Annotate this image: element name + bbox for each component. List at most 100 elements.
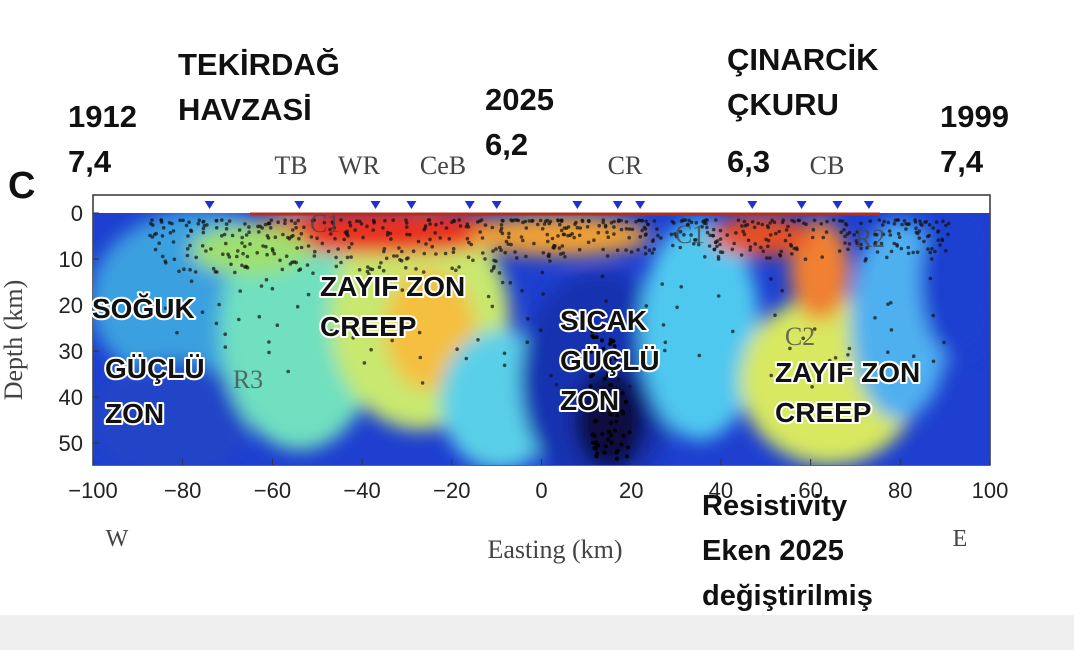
- seismic-dot: [238, 289, 242, 293]
- seismic-dot: [186, 234, 190, 238]
- seismic-dot: [404, 221, 409, 225]
- seismic-dot: [295, 246, 299, 250]
- seismic-dot: [278, 258, 282, 263]
- seismic-dot: [671, 243, 675, 248]
- seismic-dot: [572, 235, 576, 240]
- seismic-dot: [384, 256, 389, 261]
- seismic-dot: [904, 227, 908, 231]
- seismic-dot: [772, 220, 777, 224]
- seismic-dot: [601, 346, 606, 351]
- seismic-dot: [434, 252, 438, 256]
- overlay-label: SOĞUK: [92, 293, 195, 324]
- seismic-dot: [510, 219, 515, 223]
- seismic-dot: [627, 235, 631, 240]
- seismic-dot: [475, 220, 480, 224]
- seismic-dot: [214, 226, 219, 230]
- seismic-dot: [382, 249, 386, 254]
- seismic-dot: [643, 251, 648, 256]
- seismic-dot: [261, 244, 265, 248]
- seismic-dot: [498, 245, 502, 250]
- seismic-dot: [669, 232, 674, 237]
- seismic-dot: [295, 304, 300, 309]
- seismic-dot: [256, 224, 260, 229]
- seismic-dot: [447, 237, 452, 241]
- seismic-dot: [646, 222, 650, 227]
- seismic-dot: [406, 256, 410, 260]
- seismic-dot: [499, 248, 503, 252]
- seismic-dot: [790, 252, 794, 256]
- seismic-dot: [946, 221, 951, 226]
- seismic-dot: [608, 383, 613, 388]
- seismic-dot: [697, 353, 702, 358]
- stations: [204, 201, 874, 209]
- seismic-dot: [509, 242, 513, 247]
- seismic-dot: [886, 220, 891, 225]
- seismic-dot: [152, 232, 157, 237]
- annotation: 1999: [940, 99, 1009, 134]
- overlay-label: CREEP: [775, 397, 871, 428]
- seismic-dot: [294, 226, 298, 230]
- y-tick-label: 50: [59, 431, 83, 456]
- seismic-dot: [386, 230, 390, 235]
- field-patch: [790, 220, 850, 320]
- seismic-dot: [299, 245, 304, 250]
- seismic-dot: [404, 218, 408, 222]
- seismic-dot: [936, 230, 940, 234]
- seismic-dot: [400, 288, 405, 292]
- seismic-dot: [592, 434, 597, 438]
- seismic-dot: [588, 349, 593, 354]
- seismic-dot: [149, 221, 153, 226]
- seismic-dot: [855, 241, 859, 246]
- seismic-dot: [541, 292, 545, 296]
- seismic-dot: [711, 233, 715, 238]
- seismic-dot: [768, 233, 773, 237]
- seismic-dot: [224, 227, 229, 231]
- seismic-dot: [224, 241, 228, 246]
- seismic-dot: [886, 302, 890, 307]
- seismic-dot: [276, 220, 281, 224]
- seismic-dot: [244, 233, 249, 237]
- seismic-dot: [377, 265, 382, 270]
- seismic-dot: [578, 226, 583, 230]
- seismic-dot: [177, 269, 181, 274]
- seismic-dot: [704, 221, 708, 226]
- seismic-dot: [504, 239, 509, 244]
- seismic-dot: [616, 219, 621, 224]
- seismic-dot: [273, 235, 278, 239]
- seismic-dot: [689, 233, 693, 237]
- seismic-dot: [507, 231, 511, 236]
- seismic-dot: [355, 219, 359, 223]
- seismic-dot: [612, 225, 616, 229]
- seismic-dot: [367, 272, 371, 276]
- seismic-dot: [471, 258, 475, 263]
- seismic-dot: [500, 280, 505, 285]
- station-marker: [635, 201, 646, 209]
- seismic-dot: [900, 222, 904, 227]
- seismic-dot: [501, 219, 505, 223]
- seismic-dot: [275, 323, 280, 328]
- seismic-dot: [311, 271, 315, 276]
- x-tick-label: 60: [798, 478, 822, 503]
- seismic-dot: [391, 218, 396, 222]
- seismic-dot: [264, 244, 268, 249]
- station-label: TB: [274, 151, 307, 180]
- seismic-dot: [264, 277, 269, 282]
- seismic-dot: [603, 225, 608, 229]
- seismic-dot: [845, 232, 850, 236]
- seismic-dot: [502, 351, 507, 356]
- seismic-dot: [370, 267, 375, 272]
- seismic-dot: [227, 219, 232, 223]
- seismic-dot: [357, 268, 362, 272]
- seismic-dot: [930, 247, 934, 251]
- seismic-dot: [611, 407, 616, 412]
- seismic-dot: [624, 220, 629, 224]
- seismic-dot: [644, 232, 648, 236]
- seismic-dot: [743, 223, 748, 228]
- overlay-label: CREEP: [320, 311, 416, 342]
- seismic-dot: [372, 219, 376, 224]
- seismic-dot: [266, 221, 271, 226]
- seismic-dot: [521, 220, 525, 225]
- seismic-dot: [168, 231, 173, 235]
- seismic-dot: [942, 340, 946, 345]
- seismic-dot: [524, 254, 528, 259]
